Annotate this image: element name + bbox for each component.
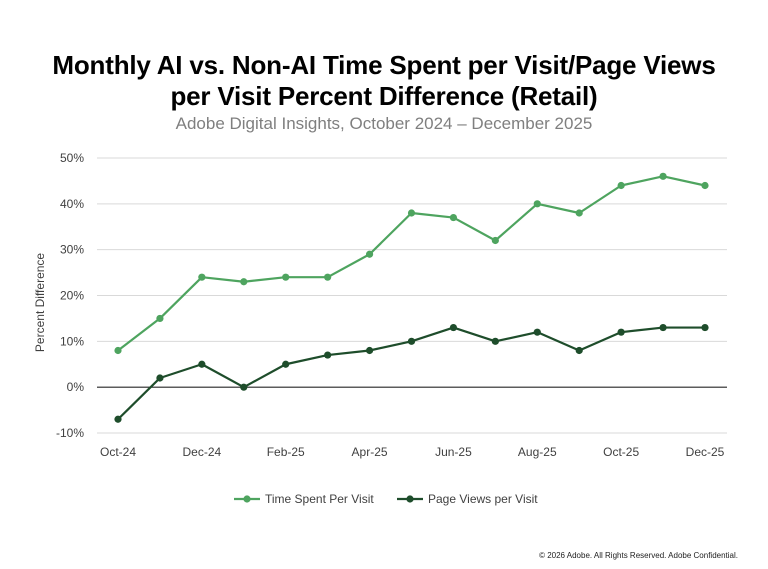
chart-subtitle: Adobe Digital Insights, October 2024 – D… [175, 114, 593, 133]
legend-label: Page Views per Visit [428, 492, 538, 506]
x-tick-label: Oct-24 [100, 445, 136, 459]
data-point [449, 323, 458, 332]
data-point [282, 360, 290, 368]
y-tick-label: 10% [60, 334, 84, 348]
y-tick-label: -10% [56, 426, 84, 440]
legend-swatch-marker [243, 495, 251, 503]
data-point [198, 360, 206, 368]
data-point [491, 236, 499, 245]
data-point [449, 213, 458, 222]
x-tick-label: Jun-25 [435, 445, 472, 459]
legend-swatch-marker [406, 495, 414, 503]
data-point [575, 346, 583, 355]
data-point [324, 351, 332, 359]
x-tick-label: Oct-25 [603, 445, 639, 459]
data-point [617, 328, 625, 336]
x-tick-label: Aug-25 [518, 445, 557, 459]
data-point [240, 278, 248, 286]
data-point [533, 328, 541, 336]
data-point [114, 415, 122, 423]
data-point [407, 209, 416, 217]
x-tick-label: Feb-25 [267, 445, 305, 459]
chart-title-line-2: per Visit Percent Difference (Retail) [170, 81, 598, 111]
data-point [407, 337, 416, 345]
data-point [365, 250, 374, 258]
data-point [659, 172, 667, 180]
y-axis-label: Percent Difference [33, 253, 47, 352]
y-tick-label: 20% [60, 289, 84, 303]
y-tick-label: 30% [60, 243, 84, 257]
x-tick-label: Apr-25 [352, 445, 388, 459]
data-point [659, 323, 667, 332]
data-point [198, 273, 206, 281]
y-tick-label: 0% [67, 380, 85, 394]
data-point [533, 200, 541, 208]
data-point [575, 209, 583, 217]
x-tick-label: Dec-25 [686, 445, 725, 459]
data-point [114, 346, 122, 355]
series-line-1 [117, 175, 706, 352]
y-tick-label: 40% [60, 197, 84, 211]
data-point [156, 374, 164, 382]
chart-title-line-1: Monthly AI vs. Non-AI Time Spent per Vis… [52, 50, 716, 80]
data-point [282, 273, 290, 281]
data-point [617, 181, 625, 190]
data-point [324, 273, 332, 281]
legend-label: Time Spent Per Visit [265, 492, 374, 506]
data-point [701, 323, 709, 332]
copyright-footer: © 2026 Adobe. All Rights Reserved. Adobe… [539, 551, 738, 560]
chart-title: Monthly AI vs. Non-AI Time Spent per Vis… [0, 50, 768, 112]
y-tick-label: 50% [60, 151, 84, 165]
x-tick-label: Dec-24 [183, 445, 222, 459]
data-point [701, 181, 709, 190]
data-point [365, 346, 374, 355]
data-point [156, 314, 164, 323]
data-point [240, 383, 248, 391]
data-point [491, 337, 499, 345]
